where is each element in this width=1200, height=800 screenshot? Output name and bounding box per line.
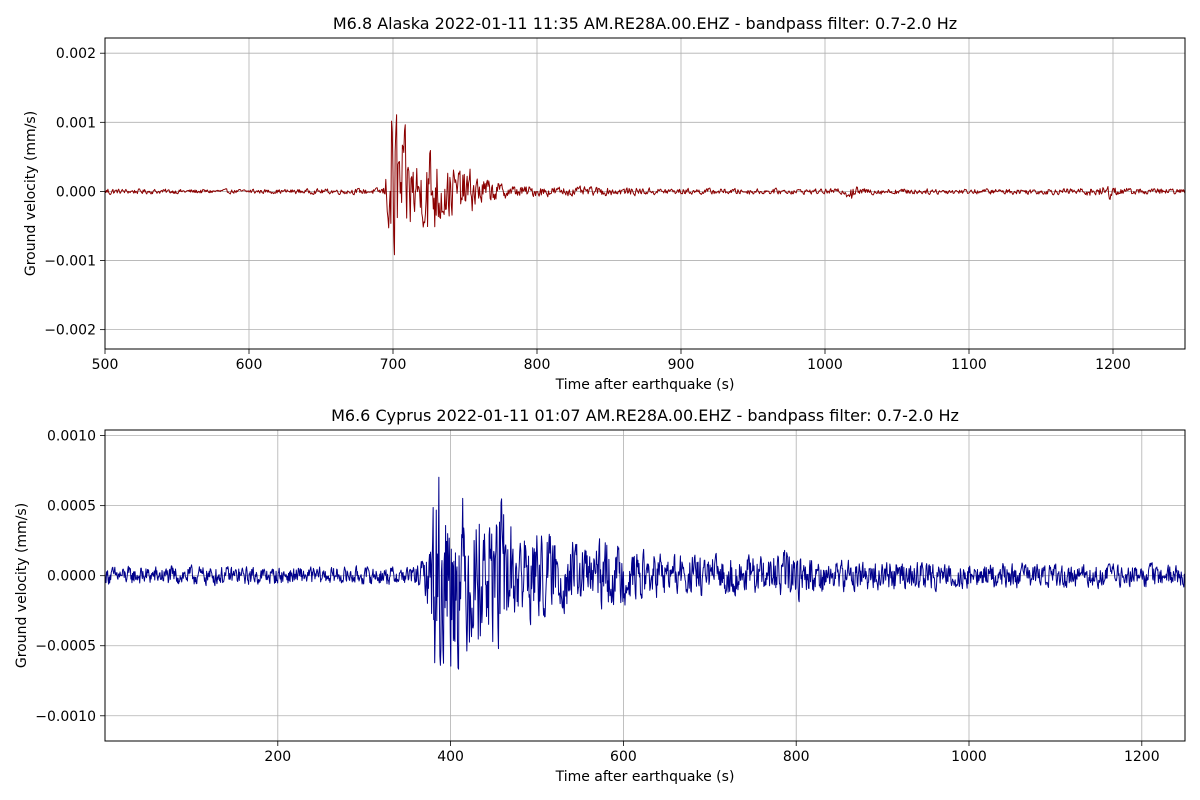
x-axis-label-alaska: Time after earthquake (s) [555,377,735,393]
y-tick-label-cyprus: −0.0005 [35,639,96,655]
chart-title-cyprus: M6.6 Cyprus 2022-01-11 01:07 AM.RE28A.00… [331,406,959,425]
x-tick-label-alaska: 900 [668,357,695,373]
plot-frame-cyprus [104,429,1186,742]
x-tick-label-alaska: 600 [236,357,263,373]
plot-frame-alaska [104,37,1186,350]
series-alaska [104,114,1186,256]
waveform-trace-cyprus [104,476,1186,670]
y-tick-label-cyprus: 0.0010 [47,429,96,445]
axes-cyprus: M6.6 Cyprus 2022-01-11 01:07 AM.RE28A.00… [14,406,1186,785]
x-tick-label-alaska: 1000 [807,357,843,373]
y-tick-label-alaska: −0.002 [44,323,96,339]
grid-cyprus [105,430,1185,741]
x-tick-label-cyprus: 600 [610,749,637,765]
axes-alaska: M6.8 Alaska 2022-01-11 11:35 AM.RE28A.00… [23,14,1186,393]
x-tick-label-cyprus: 1000 [951,749,987,765]
chart-title-alaska: M6.8 Alaska 2022-01-11 11:35 AM.RE28A.00… [333,14,957,33]
x-tick-label-cyprus: 200 [264,749,291,765]
y-axis-label-alaska: Ground velocity (mm/s) [23,111,39,276]
y-tick-label-cyprus: −0.0010 [35,709,96,725]
y-tick-label-cyprus: 0.0000 [47,569,96,585]
y-axis-label-cyprus: Ground velocity (mm/s) [14,503,30,668]
x-tick-label-alaska: 700 [380,357,407,373]
series-cyprus [104,476,1186,670]
x-tick-label-cyprus: 800 [783,749,810,765]
x-tick-label-cyprus: 400 [437,749,464,765]
x-tick-label-alaska: 1200 [1095,357,1131,373]
y-tick-label-alaska: 0.002 [56,46,96,62]
ticks-cyprus: 200 400 600 800 1000 1200 −0.0010 −0.0005 0.0000… [35,429,1159,765]
grid-alaska [104,38,1185,349]
x-axis-label-cyprus: Time after earthquake (s) [555,769,735,785]
waveform-trace-alaska [104,114,1186,256]
x-tick-label-alaska: 500 [92,357,119,373]
y-tick-label-alaska: 0.000 [56,184,96,200]
x-tick-label-alaska: 1100 [951,357,987,373]
y-tick-label-cyprus: 0.0005 [47,499,96,515]
ticks-alaska: 500 600 700 800 900 1000 1100 1200 −0.002 −0.001 0… [44,46,1131,373]
x-tick-label-alaska: 800 [524,357,551,373]
x-tick-label-cyprus: 1200 [1124,749,1160,765]
y-tick-label-alaska: 0.001 [56,115,96,131]
y-tick-label-alaska: −0.001 [44,254,96,270]
